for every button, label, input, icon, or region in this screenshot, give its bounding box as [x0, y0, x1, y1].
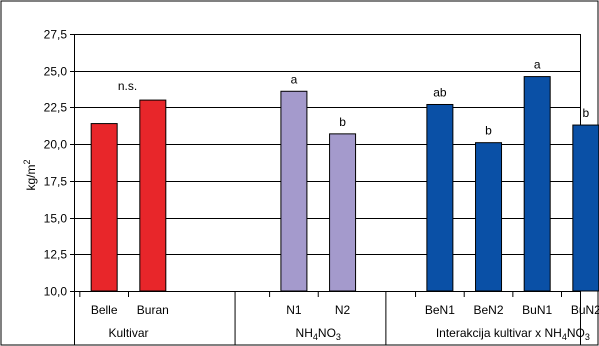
- annotation-label: n.s.: [118, 79, 137, 93]
- y-tick-label: 17,5: [44, 175, 68, 189]
- y-tick-label: 15,0: [44, 212, 68, 226]
- x-category-labels: Belle Buran N1 N2 BeN1 BeN2 BuN1 BuN2: [91, 303, 599, 317]
- bars: [90, 76, 599, 292]
- bar-Belle: [90, 123, 118, 292]
- bar-BuN1: [523, 76, 551, 292]
- y-tick-label: 12,5: [44, 248, 68, 262]
- y-tick-label: 10,0: [44, 285, 68, 299]
- x-label-BuN2: BuN2: [571, 303, 599, 317]
- group-label: NH4NO3: [296, 326, 341, 342]
- x-label-BuN1: BuN1: [522, 303, 552, 317]
- annotation-label: ab: [433, 85, 447, 99]
- subscript: 4: [313, 332, 318, 342]
- y-axis-label-superscript: 2: [22, 159, 32, 164]
- bar-Buran: [139, 99, 167, 292]
- x-label-N2: N2: [335, 303, 351, 317]
- y-tick-labels: 10,0 12,5 15,0 17,5 20,0 22,5 25,0 27,5: [44, 28, 68, 299]
- subscript: 3: [585, 332, 590, 342]
- x-label-BeN1: BeN1: [425, 303, 455, 317]
- y-axis-label: kg/m2: [22, 159, 38, 190]
- y-tick-label: 22,5: [44, 101, 68, 115]
- x-label-Belle: Belle: [91, 303, 118, 317]
- bar-BuN2: [572, 124, 599, 292]
- annotation-label: a: [291, 72, 298, 86]
- group-label-part: NO: [567, 326, 585, 340]
- group-label: Kultivar: [108, 326, 148, 340]
- bar-BeN2: [475, 142, 503, 292]
- bar-N1: [280, 90, 308, 292]
- y-tick-label: 25,0: [44, 65, 68, 79]
- subscript: 3: [336, 332, 341, 342]
- annotation-label: b: [582, 106, 589, 120]
- bar-N2: [329, 133, 357, 292]
- group-label-part: NO: [318, 326, 336, 340]
- x-label-Buran: Buran: [137, 303, 169, 317]
- annotation-label: a: [534, 58, 541, 72]
- x-label-N1: N1: [286, 303, 302, 317]
- subscript: 4: [562, 332, 567, 342]
- group-label-part: Interakcija kultivar x NH: [436, 326, 562, 340]
- annotation-label: b: [339, 115, 346, 129]
- x-label-BeN2: BeN2: [474, 303, 504, 317]
- x-group-labels: Kultivar NH4NO3 Interakcija kultivar x NH4…: [108, 326, 589, 342]
- bar-BeN1: [426, 103, 454, 292]
- annotation-label: b: [485, 124, 492, 138]
- group-label-part: NH: [296, 326, 313, 340]
- y-tick-label: 27,5: [44, 28, 68, 42]
- group-label: Interakcija kultivar x NH4NO3: [436, 326, 590, 342]
- y-tick-label: 20,0: [44, 138, 68, 152]
